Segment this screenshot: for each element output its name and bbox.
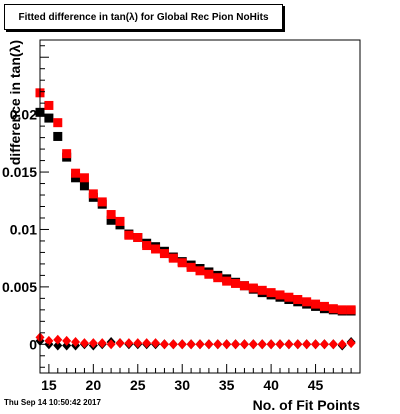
data-point	[159, 339, 169, 350]
data-point	[222, 276, 232, 286]
data-point	[88, 189, 98, 199]
plot-area	[40, 40, 360, 373]
data-point	[302, 339, 312, 350]
data-point	[275, 290, 285, 300]
data-point	[186, 339, 196, 350]
data-point	[115, 338, 125, 349]
data-point	[62, 149, 72, 159]
x-tick-label: 35	[219, 377, 235, 393]
data-point	[106, 215, 116, 225]
data-point	[239, 281, 249, 291]
data-point	[319, 301, 329, 311]
data-point	[124, 230, 134, 240]
data-point	[186, 262, 196, 272]
data-point	[248, 283, 258, 293]
data-point	[213, 339, 223, 350]
x-axis-title: No. of Fit Points	[253, 397, 361, 413]
data-point	[213, 273, 223, 283]
data-point	[257, 285, 267, 295]
data-point	[44, 335, 54, 346]
data-point	[79, 181, 89, 191]
data-point	[266, 339, 276, 350]
data-point	[79, 173, 89, 183]
x-tick-label: 25	[130, 377, 146, 393]
x-axis: 15 20 25 30 35 40 45	[39, 364, 361, 393]
data-point	[44, 100, 54, 110]
x-tick-label: 30	[174, 377, 190, 393]
data-point	[168, 253, 178, 263]
data-point	[53, 334, 63, 345]
chart-title: Fitted difference in tan(λ) for Global R…	[4, 4, 283, 30]
chart-marks	[35, 88, 356, 351]
data-point	[302, 297, 312, 307]
data-point	[204, 269, 214, 279]
data-point	[106, 210, 116, 220]
y-axis-title: difference in tan(λ)	[7, 40, 23, 165]
data-point	[293, 295, 303, 305]
y-tick-label: 0	[29, 336, 37, 352]
data-point	[275, 339, 285, 350]
data-point	[257, 339, 267, 350]
data-point	[53, 131, 63, 141]
data-point	[284, 339, 294, 350]
data-point	[337, 305, 347, 315]
data-point	[266, 288, 276, 298]
data-point	[311, 339, 321, 350]
data-point	[168, 339, 178, 350]
data-point	[97, 197, 107, 207]
x-tick-label: 20	[86, 377, 102, 393]
data-point	[284, 292, 294, 302]
data-point	[97, 338, 107, 349]
data-point	[159, 249, 169, 259]
data-point	[248, 339, 258, 350]
y-tick-label: 0.01	[10, 221, 37, 237]
data-point	[53, 118, 63, 128]
data-point	[142, 338, 152, 349]
data-point	[62, 335, 72, 346]
data-point	[222, 339, 232, 350]
data-point	[142, 241, 152, 251]
data-point	[44, 113, 54, 123]
y-tick-label: 0.02	[10, 107, 37, 123]
data-point	[106, 339, 116, 350]
x-tick-label: 40	[263, 377, 279, 393]
data-point	[133, 233, 143, 243]
data-point	[177, 258, 187, 268]
y-axis: 0 0.005 0.01 0.015 0.02	[2, 45, 49, 368]
data-point	[71, 336, 81, 347]
x-tick-label: 15	[41, 377, 57, 393]
data-point	[71, 168, 81, 178]
data-point	[311, 299, 321, 309]
data-point	[53, 340, 63, 351]
data-point	[231, 339, 241, 350]
data-point	[79, 338, 89, 349]
data-point	[195, 266, 205, 276]
timestamp: Thu Sep 14 10:50:42 2017	[4, 398, 101, 407]
data-point	[346, 338, 356, 349]
series-4	[35, 332, 356, 350]
data-point	[177, 339, 187, 350]
data-point	[133, 338, 143, 349]
data-point	[231, 278, 241, 288]
data-point	[328, 339, 338, 350]
data-point	[328, 304, 338, 314]
data-point	[239, 339, 249, 350]
y-tick-label: 0.015	[2, 164, 37, 180]
data-point	[124, 338, 134, 349]
y-tick-label: 0.005	[2, 279, 37, 295]
data-point	[204, 339, 214, 350]
data-point	[71, 173, 81, 183]
data-point	[293, 339, 303, 350]
series-2	[35, 88, 356, 315]
data-point	[88, 338, 98, 349]
x-tick-label: 45	[308, 377, 324, 393]
data-point	[151, 338, 161, 349]
data-point	[195, 339, 205, 350]
data-point	[337, 339, 347, 350]
data-point	[151, 244, 161, 254]
data-point	[115, 216, 125, 226]
data-point	[319, 339, 329, 350]
data-point	[346, 305, 356, 315]
